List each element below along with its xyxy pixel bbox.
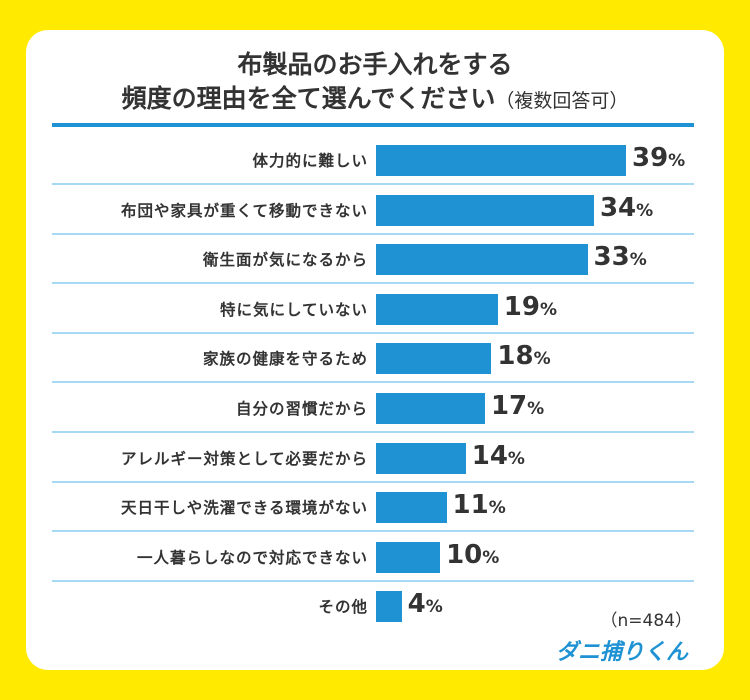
category-label: 自分の習慣だから [235, 400, 368, 418]
separator [52, 331, 694, 334]
separator [52, 232, 694, 235]
title-line-2: 頻度の理由を全て選んでください [121, 84, 496, 113]
bar-row: 衛生面が気になるから 33% [26, 234, 724, 285]
category-label: 特に気にしていない [219, 300, 368, 319]
separator [52, 530, 694, 533]
bar [376, 492, 447, 524]
category-label: 天日干しや洗濯できる環境がない [120, 499, 368, 518]
value-label: 11% [452, 490, 506, 521]
bar [376, 194, 594, 226]
value-label: 19% [503, 291, 558, 322]
bar [376, 343, 492, 375]
bar-row: 自分の習慣だから 17% [26, 383, 724, 433]
bar [376, 541, 441, 573]
category-label: 一人暮らしなので対応できない [136, 548, 368, 567]
bar [376, 244, 588, 276]
value-label: 39% [631, 143, 686, 173]
value-label: 33% [593, 242, 647, 273]
separator [52, 183, 694, 185]
bar [376, 293, 498, 325]
bar [376, 442, 466, 474]
separator [52, 579, 694, 582]
value-label: 17% [490, 391, 545, 421]
value-label: 10% [446, 539, 500, 570]
category-label: 衛生面が気になるから [202, 251, 368, 270]
category-label: 体力的に難しい [252, 152, 368, 170]
title-note: （複数回答可） [495, 90, 629, 112]
bar [376, 145, 626, 176]
chart-card: 布製品のお手入れをする 頻度の理由を全て選んでください（複数回答可） 体力的に難… [26, 30, 724, 670]
separator [52, 282, 694, 285]
bar-row: 布団や家具が重くて移動できない 34% [26, 185, 724, 235]
bar-row: 一人暮らしなので対応できない 10% [26, 532, 724, 582]
title-underline [52, 123, 694, 127]
separator [52, 431, 694, 433]
separator [52, 480, 694, 483]
value-label: 4% [407, 589, 443, 620]
bar-row: その他 4% [26, 581, 724, 631]
bar-row: 家族の健康を守るため 18% [26, 333, 724, 384]
logo: ダニ捕りくん [555, 640, 688, 665]
bar-row: アレルギー対策として必要だから 14% [26, 433, 724, 483]
category-label: 布団や家具が重くて移動できない [120, 201, 368, 220]
value-label: 18% [497, 341, 551, 372]
title-line-1: 布製品のお手入れをする [237, 50, 513, 79]
value-label: 14% [471, 440, 525, 471]
category-label: その他 [318, 598, 368, 617]
value-label: 34% [599, 192, 654, 223]
bar [376, 393, 485, 424]
separator [52, 381, 694, 384]
bar-row: 天日干しや洗濯できる環境がない 11% [26, 482, 724, 533]
category-label: アレルギー対策として必要だから [120, 449, 368, 468]
category-label: 家族の健康を守るため [202, 350, 368, 369]
sample-size: （n=484） [600, 611, 692, 631]
bar [376, 591, 402, 623]
chart-title: 布製品のお手入れをする 頻度の理由を全て選んでください（複数回答可） [26, 48, 724, 118]
bar-row: 体力的に難しい 39% [26, 135, 724, 185]
bar-row: 特に気にしていない 19% [26, 284, 724, 334]
